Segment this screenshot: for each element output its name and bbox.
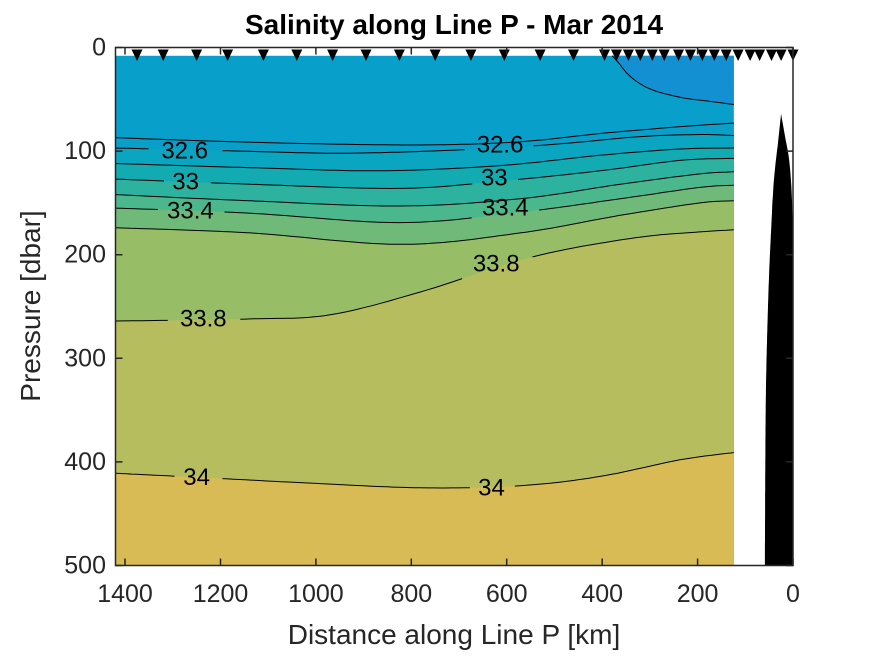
contour-label-34: 34 [183, 464, 210, 491]
contour-line-33.6 [115, 200, 734, 245]
contour-label-33.8: 33.8 [473, 251, 520, 278]
station-marker-triangles [131, 49, 799, 61]
x-tick-200: 200 [677, 580, 719, 608]
contour-label-33.4: 33.4 [167, 198, 214, 225]
x-tick-800: 800 [390, 580, 432, 608]
x-tick-1400: 1400 [97, 580, 153, 608]
y-tick-100: 100 [64, 137, 106, 165]
y-tick-300: 300 [64, 344, 106, 372]
plot-title: Salinity along Line P - Mar 2014 [245, 9, 663, 40]
y-axis-label: Pressure [dbar] [15, 210, 46, 401]
axes-frame [114, 46, 794, 567]
contour-label-33: 33 [481, 165, 508, 192]
band-below-32_2 [612, 55, 734, 105]
contour-line-33.2 [115, 171, 734, 207]
y-tick-0: 0 [92, 34, 106, 62]
contour-line-32.2 [611, 55, 734, 105]
y-tick-500: 500 [64, 552, 106, 580]
tick-marks [115, 46, 794, 567]
x-tick-1200: 1200 [193, 580, 249, 608]
plot-border [114, 46, 794, 567]
x-tick-0: 0 [786, 580, 800, 608]
bathymetry-shape [764, 113, 793, 566]
band-above-34 [115, 452, 734, 566]
contour-line-33.8 [115, 229, 734, 322]
station-markers [131, 49, 799, 61]
x-tick-labels: 1400 1200 1000 800 600 400 200 0 [97, 580, 800, 608]
contour-line-32.4 [115, 122, 734, 146]
contour-fill-bands [115, 55, 734, 566]
x-tick-400: 400 [581, 580, 623, 608]
y-tick-200: 200 [64, 241, 106, 269]
y-tick-400: 400 [64, 448, 106, 476]
x-axis-label: Distance along Line P [km] [288, 619, 621, 650]
x-tick-600: 600 [486, 580, 528, 608]
contour-label-33: 33 [172, 169, 199, 196]
contour-label-32.6: 32.6 [477, 131, 524, 158]
y-tick-labels: 0 100 200 300 400 500 [64, 34, 106, 580]
contour-label-34: 34 [478, 474, 505, 501]
contour-line-34 [115, 452, 734, 489]
contour-lines [115, 55, 734, 489]
axis-ticks [115, 46, 794, 567]
bathymetry-silhouette [764, 113, 793, 566]
contour-label-33.8: 33.8 [180, 305, 227, 332]
x-tick-1000: 1000 [288, 580, 344, 608]
contour-label-32.6: 32.6 [161, 138, 208, 165]
contour-line-33 [115, 157, 734, 190]
contour-line-32.6 [115, 134, 734, 154]
contour-line-32.8 [115, 147, 734, 172]
contour-line-33.4 [115, 184, 734, 224]
contour-label-33.4: 33.4 [482, 195, 529, 222]
